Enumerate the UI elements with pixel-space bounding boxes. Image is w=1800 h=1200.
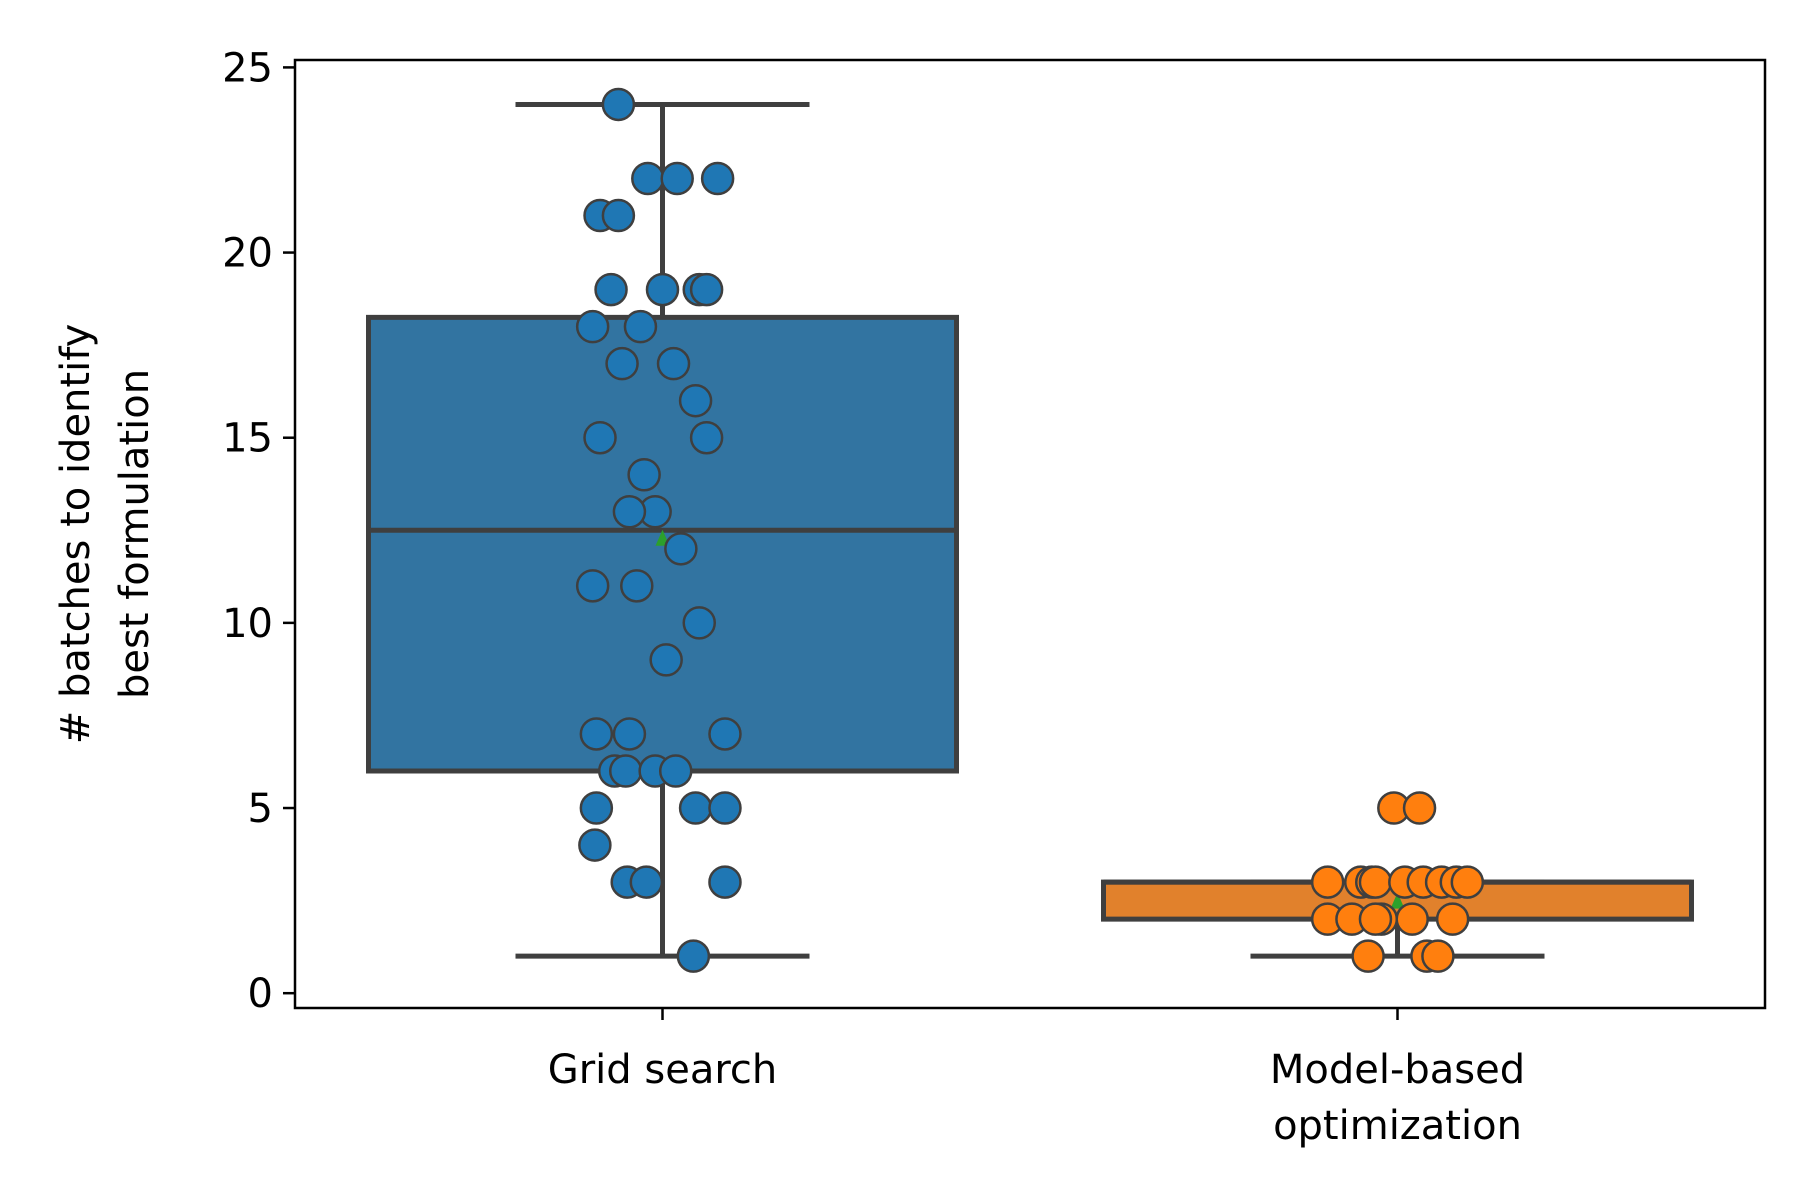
- data-point: [601, 198, 636, 233]
- data-point: [575, 309, 610, 344]
- data-point: [1358, 902, 1393, 936]
- data-point: [579, 717, 614, 751]
- data-point: [575, 569, 610, 603]
- data-point: [649, 643, 683, 677]
- data-point: [676, 939, 711, 973]
- data-point: [708, 717, 742, 751]
- y-tick-label: 25: [222, 45, 273, 91]
- y-axis-label: # batches to identify best formulation: [53, 324, 158, 745]
- data-point: [658, 754, 693, 788]
- data-point: [1435, 902, 1470, 936]
- data-point: [689, 272, 724, 307]
- data-point: [678, 791, 713, 825]
- data-point: [1395, 902, 1429, 936]
- data-point: [1310, 865, 1345, 899]
- data-point: [656, 346, 691, 381]
- plot-area: [366, 87, 1694, 973]
- data-point: [612, 717, 647, 751]
- data-point: [645, 272, 680, 307]
- data-point: [612, 495, 647, 529]
- data-point: [609, 754, 643, 788]
- data-point: [700, 161, 735, 196]
- x-tick-label: Grid search: [548, 1047, 778, 1093]
- data-point: [1358, 865, 1393, 899]
- x-tick-label: Model-based: [1270, 1047, 1525, 1093]
- data-point: [1402, 791, 1437, 825]
- y-tick-label: 5: [248, 786, 273, 832]
- data-point: [660, 161, 694, 196]
- data-point: [605, 346, 639, 381]
- data-point: [664, 532, 698, 566]
- y-axis-label-line: # batches to identify: [53, 324, 99, 745]
- data-point: [682, 606, 716, 640]
- data-point: [1450, 865, 1485, 899]
- axes-frame: [293, 58, 1767, 1010]
- box-group-0: [366, 87, 959, 973]
- y-tick-label: 10: [222, 601, 273, 647]
- data-point: [627, 458, 661, 492]
- axes: 0 5 10 15 20 25 Grid search Model-based optimiza…: [53, 45, 1525, 1149]
- data-point: [579, 791, 614, 825]
- data-point: [1421, 939, 1455, 973]
- box-group-1: [1101, 791, 1694, 973]
- x-tick-label: optimization: [1273, 1103, 1522, 1149]
- data-point: [583, 420, 617, 455]
- mean-marker: [1390, 892, 1405, 909]
- data-point: [623, 309, 658, 344]
- y-axis-label-line: best formulation: [112, 369, 158, 699]
- data-point: [601, 87, 636, 122]
- y-tick-label: 0: [248, 971, 273, 1017]
- data-point: [620, 569, 654, 603]
- data-point: [1351, 939, 1385, 973]
- data-point: [678, 383, 713, 418]
- data-point: [594, 272, 628, 307]
- y-tick-label: 15: [222, 416, 273, 462]
- data-point: [689, 420, 724, 455]
- data-point: [708, 791, 742, 825]
- y-tick-label: 20: [222, 231, 273, 277]
- data-point: [631, 161, 665, 196]
- data-point: [708, 865, 742, 899]
- data-point: [629, 865, 664, 899]
- data-point: [578, 828, 612, 862]
